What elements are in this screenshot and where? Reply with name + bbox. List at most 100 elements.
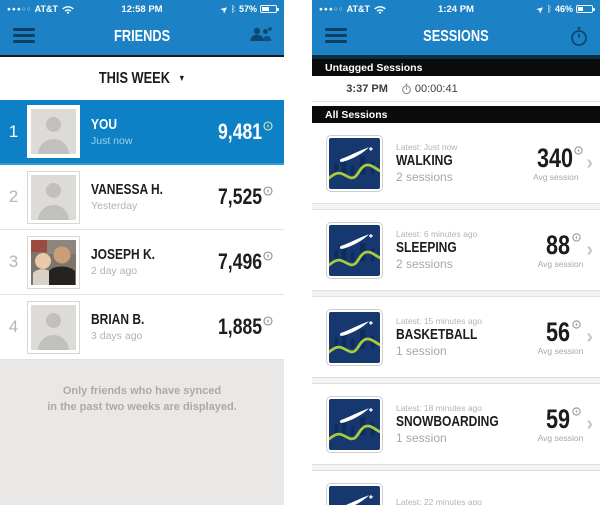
bluetooth-icon: ᛒ [546,4,552,14]
friend-name: JOSEPH K. [91,246,156,263]
rank-label: 4 [8,317,19,336]
nikefuel-icon [571,406,581,416]
avg-session-label: Avg session [537,345,584,356]
session-count: 2 sessions [396,170,453,184]
session-latest: Latest: 18 minutes ago [396,403,483,413]
session-count: 1 session [396,431,447,445]
sync-notice: Only friends who have synced in the past… [0,360,284,505]
last-sync-label: Just now [91,134,133,147]
avg-session-label: Avg session [532,171,579,182]
battery-icon [260,5,279,13]
untagged-duration: 00:00:41 [414,82,458,95]
timer-icon [401,83,411,94]
fuel-value: 9,481 [217,118,262,144]
all-sessions-header: All Sessions [312,106,600,123]
avatar [27,170,80,224]
avg-fuel-value: 56 [546,316,571,347]
session-thumbnail [326,221,383,279]
session-row-walking[interactable]: Latest: Just now WALKING 2 sessions 340 … [312,123,600,203]
session-row-partial[interactable]: Latest: 22 minutes ago › [312,471,600,505]
bluetooth-icon: ᛒ [230,4,236,14]
friend-name: YOU [91,115,118,133]
status-bar-left: 12:58 PM ●●●○○ AT&T ➤ ᛒ 57% [0,0,284,18]
session-title: SNOWBOARDING [396,413,499,430]
nikefuel-icon [263,251,273,261]
clock: 12:58 PM [121,3,163,15]
avg-fuel-value: 340 [537,142,574,173]
nikefuel-icon [571,319,581,329]
nikefuel-icon [263,316,273,326]
session-latest: Latest: 22 minutes ago [396,497,483,505]
session-thumbnail [326,134,383,192]
wifi-icon [374,6,386,14]
avg-fuel-value: 59 [546,403,571,434]
friend-name: BRIAN B. [91,311,145,328]
fuel-value: 7,525 [217,184,262,209]
chevron-right-icon: › [586,413,593,435]
rank-label: 2 [8,187,19,206]
rank-label: 1 [8,121,19,141]
untagged-session-row[interactable]: 3:37 PM 00:00:41 [312,76,600,102]
avg-session-label: Avg session [537,258,584,269]
friend-row-you[interactable]: 1 YOU Just now 9,481 [0,100,284,165]
carrier-label: AT&T [34,4,58,14]
session-thumbnail [326,482,383,505]
friend-name: VANESSA H. [91,181,164,198]
wifi-icon [62,6,74,14]
untagged-sessions-header: Untagged Sessions [312,59,600,76]
sessions-screen: 1:24 PM ●●●○○ AT&T ➤ ᛒ 46% SESSIONS Unta [312,0,600,505]
last-sync-label: Yesterday [91,200,138,212]
status-bar-right: 1:24 PM ●●●○○ AT&T ➤ ᛒ 46% [312,0,600,18]
session-row-sleeping[interactable]: Latest: 6 minutes ago SLEEPING 2 session… [312,210,600,290]
chevron-right-icon: › [586,326,593,348]
signal-dots-icon: ●●●○○ [7,5,32,13]
avatar [27,300,80,354]
chevron-right-icon: › [586,239,593,261]
rank-label: 3 [8,252,19,271]
avatar-photo [27,235,80,289]
nav-shadow [312,55,600,59]
stopwatch-icon[interactable] [569,26,589,47]
session-latest: Latest: 6 minutes ago [396,229,478,239]
session-row-basketball[interactable]: Latest: 15 minutes ago BASKETBALL 1 sess… [312,297,600,377]
session-title: BASKETBALL [396,326,478,343]
battery-percent: 46% [554,4,573,14]
avatar [27,105,80,158]
friends-screen: 12:58 PM ●●●○○ AT&T ➤ ᛒ 57% FRIENDS [0,0,284,505]
friend-row-vanessa[interactable]: 2 VANESSA H. Yesterday 7,525 [0,165,284,230]
add-friend-icon[interactable] [249,26,273,42]
carrier-label: AT&T [346,4,370,14]
menu-icon[interactable] [325,28,347,46]
session-title: SLEEPING [396,239,457,256]
avg-session-label: Avg session [537,432,584,443]
fuel-value: 7,496 [217,249,262,274]
clock: 1:24 PM [438,3,474,15]
fuel-value: 1,885 [217,314,262,339]
friend-row-joseph[interactable]: 3 JOSEPH K. 2 day ago 7,496 [0,230,284,295]
session-count: 1 session [396,344,447,358]
nav-bar-friends: FRIENDS [0,18,284,55]
session-count: 2 sessions [396,257,453,271]
chevron-down-icon: ▼ [178,72,186,83]
friend-row-brian[interactable]: 4 BRIAN B. 3 days ago 1,885 [0,295,284,360]
last-sync-label: 2 day ago [91,265,138,277]
battery-percent: 57% [238,4,257,14]
untagged-time: 3:37 PM [346,82,388,95]
avg-fuel-value: 88 [546,229,571,260]
session-latest: Latest: 15 minutes ago [396,316,483,326]
page-title: SESSIONS [423,27,489,45]
menu-icon[interactable] [13,28,35,46]
chevron-right-icon: › [586,152,593,174]
nav-bar-sessions: SESSIONS [312,18,600,55]
nikefuel-icon [263,120,273,131]
session-title: WALKING [396,152,453,169]
nikefuel-icon [574,145,583,155]
signal-dots-icon: ●●●○○ [319,5,344,13]
battery-icon [576,5,595,13]
page-title: FRIENDS [113,27,171,45]
period-selector[interactable]: THIS WEEK ▼ [0,55,284,100]
nikefuel-icon [263,186,273,196]
session-thumbnail [326,395,383,453]
session-row-snowboarding[interactable]: Latest: 18 minutes ago SNOWBOARDING 1 se… [312,384,600,464]
session-thumbnail [326,308,383,366]
